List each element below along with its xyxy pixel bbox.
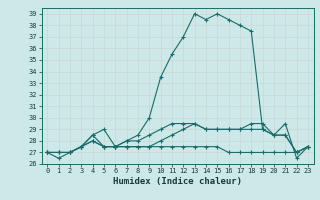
- X-axis label: Humidex (Indice chaleur): Humidex (Indice chaleur): [113, 177, 242, 186]
